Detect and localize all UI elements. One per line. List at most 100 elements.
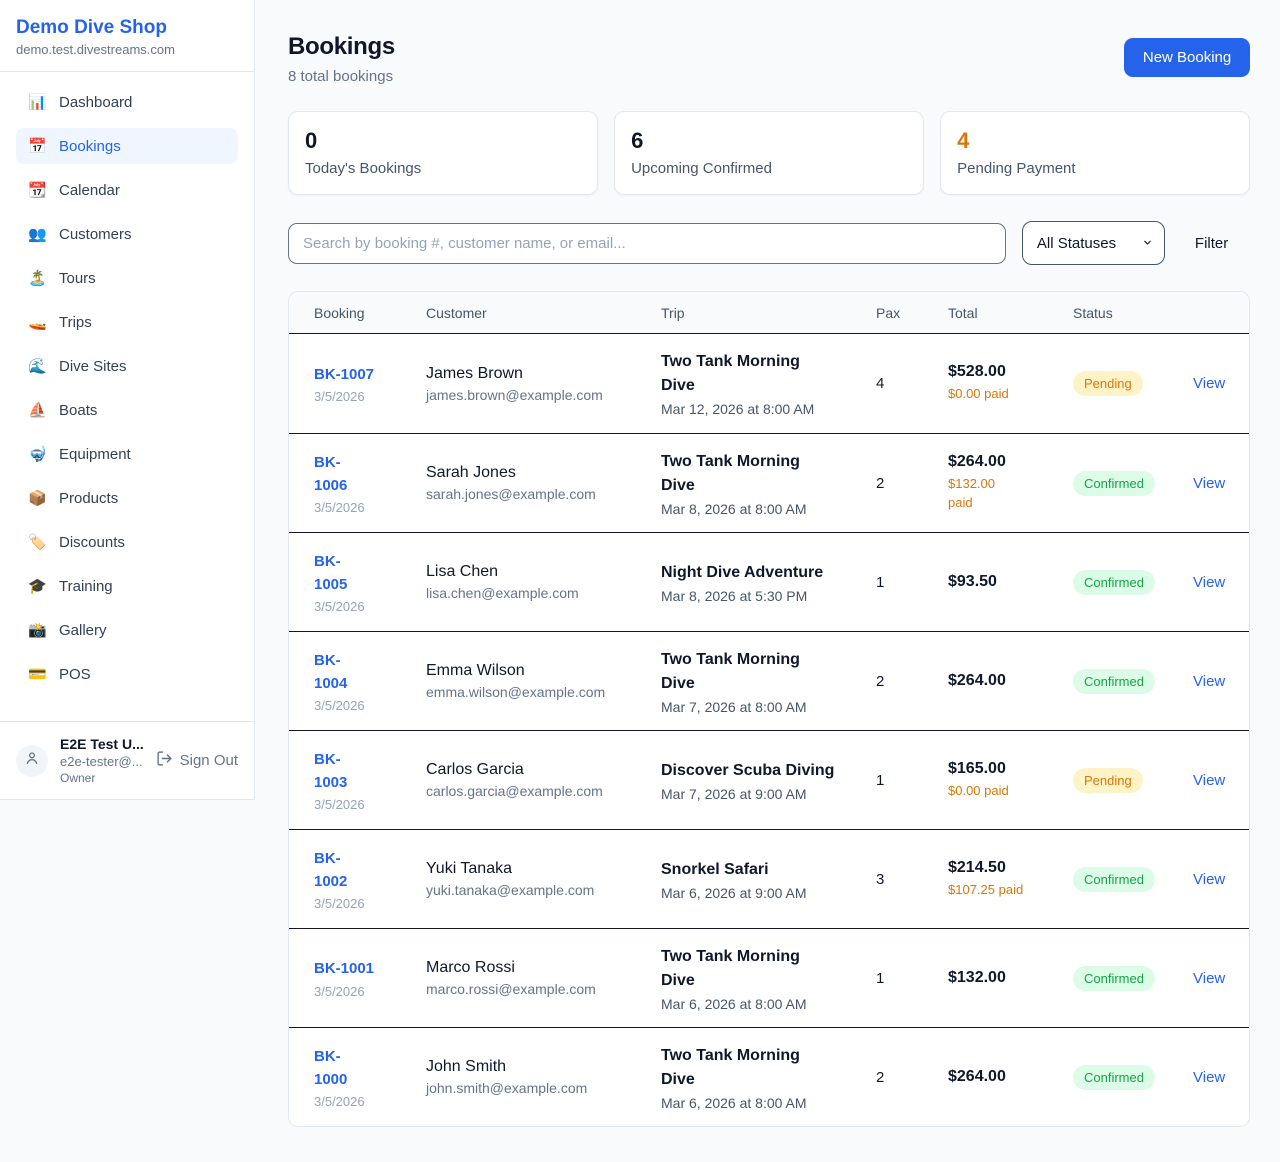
table-row: BK-1001 3/5/2026 Marco Rossi marco.rossi… — [289, 928, 1250, 1027]
customer-email: lisa.chen@example.com — [426, 585, 579, 601]
customer-name: Marco Rossi — [426, 959, 515, 976]
customer-email: marco.rossi@example.com — [426, 981, 596, 997]
sidebar-item-label: Equipment — [59, 445, 131, 463]
new-booking-button[interactable]: New Booking — [1123, 38, 1251, 77]
status-cell: Confirmed — [1073, 668, 1181, 694]
view-link[interactable]: View — [1193, 870, 1226, 888]
booking-id-link[interactable]: BK- 1002 — [314, 849, 348, 890]
booking-id-link[interactable]: BK- 1004 — [314, 651, 348, 692]
trip-datetime: Mar 6, 2026 at 8:00 AM — [661, 995, 807, 1012]
user-section: E2E Test U... e2e-tester@... Owner Sign … — [0, 721, 254, 799]
column-header-status: Status — [1073, 304, 1113, 321]
column-header-trip: Trip — [661, 304, 685, 321]
total-amount: $264.00 — [948, 453, 1006, 471]
customer-cell: John Smith john.smith@example.com — [426, 1058, 661, 1096]
diving-mask-icon: 🤿 — [28, 446, 47, 463]
stat-card-pending-payment: 4 Pending Payment — [940, 111, 1251, 195]
trip-datetime: Mar 12, 2026 at 8:00 AM — [661, 401, 815, 417]
sidebar-item-tours[interactable]: 🏝️ Tours — [16, 260, 238, 296]
wave-icon: 🌊 — [28, 358, 47, 375]
bookings-table: Booking Customer Trip Pax Total Status B… — [288, 291, 1251, 1127]
sidebar-item-gallery[interactable]: 📸 Gallery — [16, 612, 238, 648]
booking-id-link[interactable]: BK- 1000 — [314, 1047, 348, 1088]
booking-id-link[interactable]: BK-1001 — [314, 960, 375, 978]
sidebar-item-discounts[interactable]: 🏷️ Discounts — [16, 524, 238, 560]
total-amount: $264.00 — [948, 672, 1006, 689]
sidebar-item-customers[interactable]: 👥 Customers — [16, 216, 238, 252]
status-filter-select[interactable]: All Statuses — [1021, 221, 1165, 265]
filter-button[interactable]: Filter — [1181, 235, 1250, 252]
booking-id-link[interactable]: BK-1007 — [314, 365, 375, 383]
customer-name: Sarah Jones — [426, 464, 516, 481]
column-header-total: Total — [948, 304, 978, 321]
paid-amount: $107.25 paid — [948, 881, 1024, 897]
customer-email: emma.wilson@example.com — [426, 684, 606, 700]
customer-cell: Sarah Jones sarah.jones@example.com — [426, 464, 661, 502]
status-cell: Pending — [1073, 371, 1181, 396]
view-link[interactable]: View — [1193, 573, 1226, 591]
column-header-customer: Customer — [426, 304, 487, 321]
view-link[interactable]: View — [1193, 474, 1226, 492]
status-select-wrap: All Statuses — [1021, 221, 1165, 265]
booking-date: 3/5/2026 — [314, 983, 365, 999]
pax-cell: 2 — [876, 1068, 885, 1086]
view-link[interactable]: View — [1193, 375, 1226, 392]
sidebar-item-training[interactable]: 🎓 Training — [16, 568, 238, 604]
stat-value: 0 — [305, 128, 318, 153]
trip-name: Night Dive Adventure — [661, 563, 824, 581]
status-badge: Confirmed — [1073, 470, 1155, 496]
sign-out-button[interactable]: Sign Out — [156, 750, 238, 771]
sidebar-item-label: Products — [59, 489, 119, 507]
table-header-row: Booking Customer Trip Pax Total Status — [289, 292, 1250, 334]
bar-chart-icon: 📊 — [28, 94, 47, 111]
sidebar-item-bookings[interactable]: 📅 Bookings — [16, 128, 238, 164]
sidebar-item-pos[interactable]: 💳 POS — [16, 656, 238, 692]
sidebar-item-products[interactable]: 📦 Products — [16, 480, 238, 516]
sidebar-item-equipment[interactable]: 🤿 Equipment — [16, 436, 238, 472]
booking-cell: BK- 1003 3/5/2026 — [314, 748, 426, 813]
trip-name: Two Tank Morning Dive — [661, 452, 800, 494]
user-role: Owner — [60, 771, 96, 785]
search-input[interactable] — [288, 222, 1006, 264]
graduation-cap-icon: 🎓 — [28, 578, 47, 595]
booking-date: 3/5/2026 — [314, 389, 365, 405]
user-email: e2e-tester@... — [60, 754, 143, 769]
booking-id-link[interactable]: BK- 1006 — [314, 453, 348, 494]
booking-id-link[interactable]: BK- 1005 — [314, 552, 348, 593]
trip-name: Two Tank Morning Dive — [661, 353, 800, 394]
total-cell: $264.00 $132.00 paid — [948, 453, 1073, 513]
customer-email: sarah.jones@example.com — [426, 486, 596, 502]
trip-name: Discover Scuba Diving — [661, 761, 835, 779]
status-badge: Confirmed — [1073, 965, 1155, 991]
view-link[interactable]: View — [1193, 771, 1226, 789]
total-cell: $214.50 $107.25 paid — [948, 859, 1073, 900]
sidebar-item-label: Customers — [59, 225, 132, 243]
sidebar-item-boats[interactable]: ⛵ Boats — [16, 392, 238, 428]
pax-cell: 1 — [876, 573, 885, 591]
package-icon: 📦 — [28, 490, 47, 507]
total-amount: $165.00 — [948, 759, 1006, 777]
total-amount: $264.00 — [948, 1068, 1006, 1085]
sidebar-item-dive-sites[interactable]: 🌊 Dive Sites — [16, 348, 238, 384]
trip-cell: Snorkel Safari Mar 6, 2026 at 9:00 AM — [661, 858, 876, 901]
trip-name: Two Tank Morning Dive — [661, 1046, 800, 1088]
view-link[interactable]: View — [1193, 1068, 1226, 1086]
booking-date: 3/5/2026 — [314, 698, 365, 714]
customer-cell: Marco Rossi marco.rossi@example.com — [426, 959, 661, 997]
view-link[interactable]: View — [1193, 672, 1226, 690]
booking-cell: BK- 1000 3/5/2026 — [314, 1045, 426, 1110]
status-badge: Confirmed — [1073, 866, 1155, 892]
total-cell: $264.00 — [948, 672, 1073, 690]
sidebar-item-calendar[interactable]: 📆 Calendar — [16, 172, 238, 208]
page-header: Bookings 8 total bookings New Booking — [288, 33, 1251, 85]
sidebar-item-dashboard[interactable]: 📊 Dashboard — [16, 84, 238, 120]
sidebar: Demo Dive Shop demo.test.divestreams.com… — [0, 0, 255, 800]
view-link[interactable]: View — [1193, 969, 1226, 987]
total-amount: $93.50 — [948, 573, 997, 590]
trip-name: Two Tank Morning Dive — [661, 947, 800, 989]
booking-cell: BK-1007 3/5/2026 — [314, 363, 426, 404]
table-body: BK-1007 3/5/2026 James Brown james.brown… — [289, 334, 1250, 1126]
booking-id-link[interactable]: BK- 1003 — [314, 750, 348, 791]
sidebar-item-trips[interactable]: 🚤 Trips — [16, 304, 238, 340]
